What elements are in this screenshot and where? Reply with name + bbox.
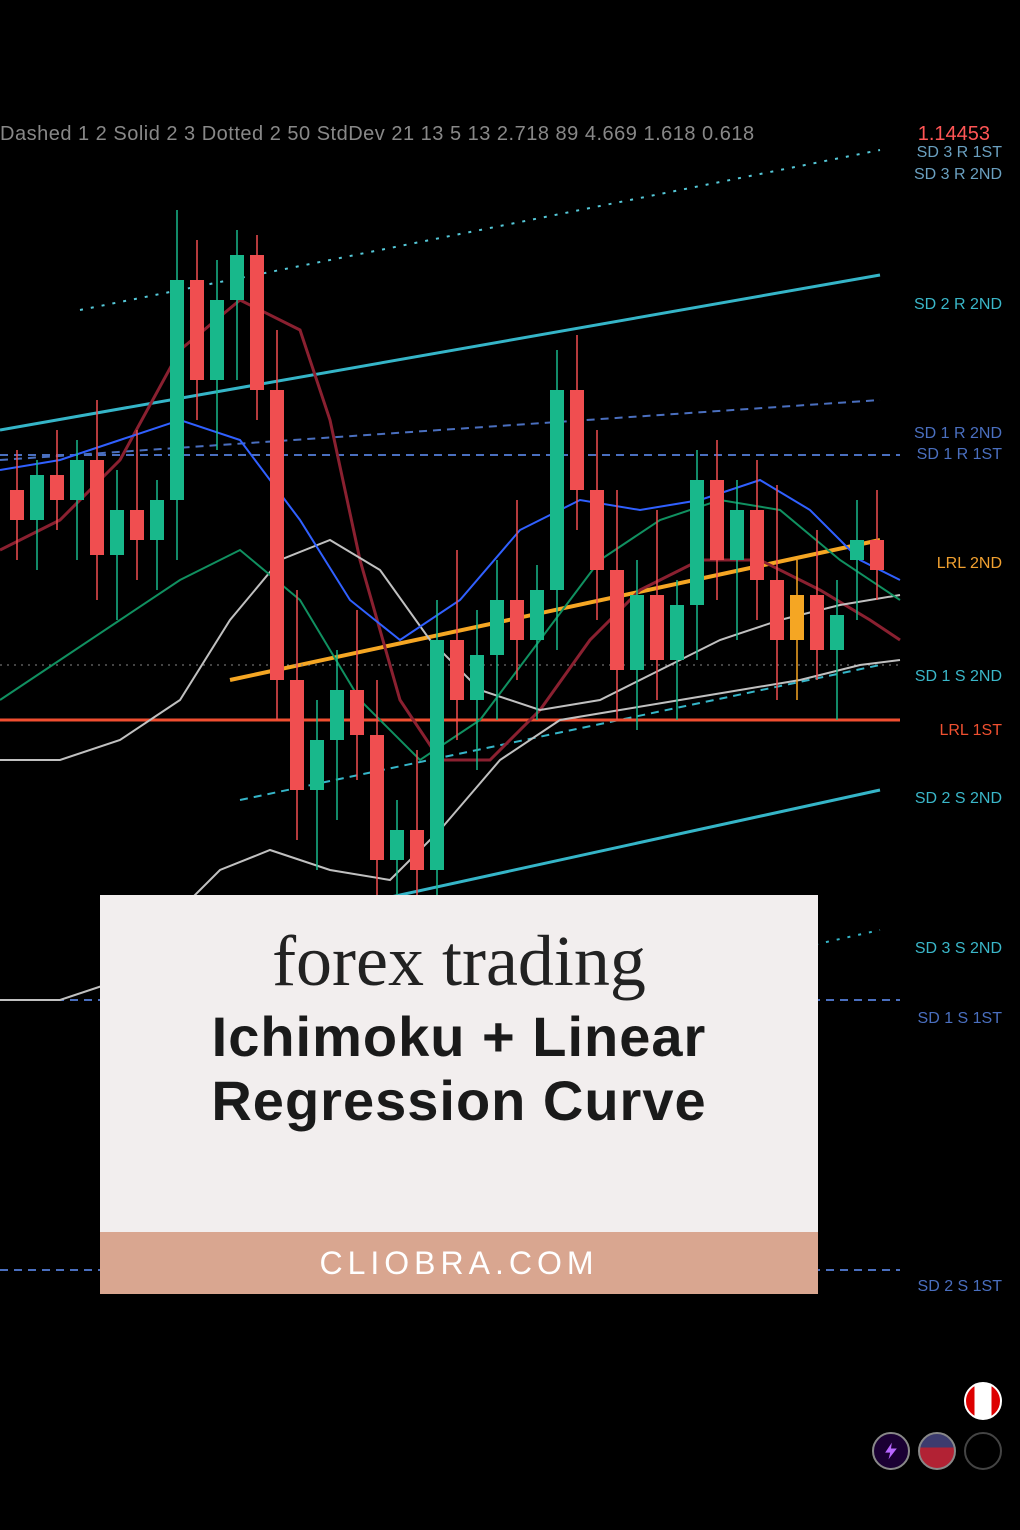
candle bbox=[770, 580, 784, 640]
candle bbox=[310, 740, 324, 790]
candle bbox=[790, 595, 804, 640]
candle bbox=[570, 390, 584, 490]
candle bbox=[670, 605, 684, 660]
candle bbox=[290, 680, 304, 790]
candle bbox=[170, 280, 184, 500]
title-card: forex trading Ichimoku + Linear Regressi… bbox=[100, 895, 818, 1232]
candle bbox=[130, 510, 144, 540]
level-label: LRL 1ST bbox=[939, 722, 1002, 740]
title-line1: Ichimoku + Linear bbox=[212, 1005, 707, 1068]
candle bbox=[610, 570, 624, 670]
candle bbox=[70, 460, 84, 500]
main-title: Ichimoku + Linear Regression Curve bbox=[211, 1005, 706, 1134]
level-label: SD 1 R 1ST bbox=[917, 446, 1002, 464]
candle bbox=[710, 480, 724, 560]
candle bbox=[870, 540, 884, 570]
candle bbox=[190, 280, 204, 380]
candle bbox=[330, 690, 344, 740]
candle bbox=[730, 510, 744, 560]
candle bbox=[30, 475, 44, 520]
bolt-icon[interactable] bbox=[872, 1432, 910, 1470]
candle bbox=[470, 655, 484, 700]
level-label: SD 1 R 2ND bbox=[914, 425, 1002, 443]
indicator-params-text: Dashed 1 2 Solid 2 3 Dotted 2 50 StdDev … bbox=[0, 123, 755, 146]
candle bbox=[630, 595, 644, 670]
candle bbox=[370, 735, 384, 860]
level-label: SD 3 R 2ND bbox=[914, 166, 1002, 184]
candle bbox=[210, 300, 224, 380]
line-sd1r-2nd bbox=[0, 400, 880, 460]
level-label: SD 2 S 1ST bbox=[918, 1278, 1002, 1296]
price-readout: 1.14453 bbox=[918, 123, 990, 146]
candle bbox=[50, 475, 64, 500]
candle bbox=[390, 830, 404, 860]
canada-flag-icon[interactable] bbox=[964, 1382, 1002, 1420]
candle bbox=[230, 255, 244, 300]
level-label: SD 3 R 1ST bbox=[917, 144, 1002, 162]
candle bbox=[90, 460, 104, 555]
candle bbox=[250, 255, 264, 390]
candle bbox=[590, 490, 604, 570]
chart-container: Dashed 1 2 Solid 2 3 Dotted 2 50 StdDev … bbox=[0, 0, 1020, 1530]
candle bbox=[430, 640, 444, 870]
candle bbox=[410, 830, 424, 870]
candle bbox=[550, 390, 564, 590]
level-label: SD 2 R 2ND bbox=[914, 296, 1002, 314]
level-label: LRL 2ND bbox=[937, 555, 1002, 573]
site-name: CLIOBRA.COM bbox=[319, 1245, 598, 1282]
candle bbox=[150, 500, 164, 540]
empty-slot-icon[interactable] bbox=[964, 1432, 1002, 1470]
candle bbox=[850, 540, 864, 560]
level-label: SD 2 S 2ND bbox=[915, 790, 1002, 808]
candle bbox=[450, 640, 464, 700]
candle bbox=[510, 600, 524, 640]
level-label: SD 3 S 2ND bbox=[915, 940, 1002, 958]
candle bbox=[810, 595, 824, 650]
candle bbox=[490, 600, 504, 655]
us-flag-icon[interactable] bbox=[918, 1432, 956, 1470]
line-sd2r-2nd bbox=[0, 275, 880, 430]
level-label: SD 1 S 1ST bbox=[918, 1010, 1002, 1028]
candle bbox=[10, 490, 24, 520]
script-subtitle: forex trading bbox=[272, 925, 646, 997]
candle bbox=[690, 480, 704, 605]
site-banner: CLIOBRA.COM bbox=[100, 1232, 818, 1294]
candle bbox=[530, 590, 544, 640]
candle bbox=[750, 510, 764, 580]
candle bbox=[650, 595, 664, 660]
candle bbox=[350, 690, 364, 735]
candle bbox=[110, 510, 124, 555]
candle bbox=[270, 390, 284, 680]
chart-svg bbox=[0, 0, 1020, 1530]
level-label: SD 1 S 2ND bbox=[915, 668, 1002, 686]
candle bbox=[830, 615, 844, 650]
title-line2: Regression Curve bbox=[211, 1069, 706, 1132]
